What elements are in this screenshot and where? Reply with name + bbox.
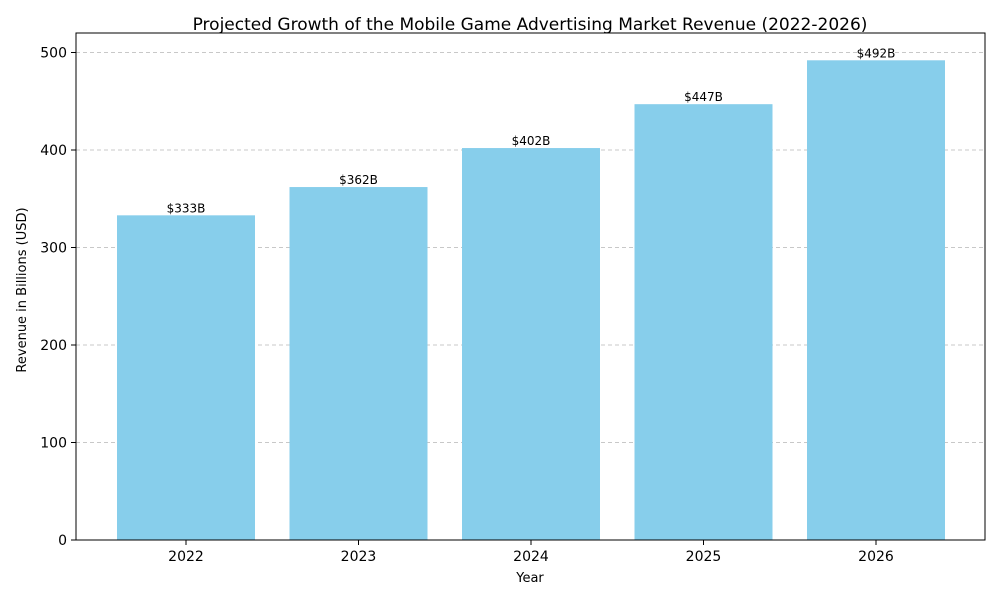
- y-tick-label: 400: [40, 143, 67, 159]
- bar-value-label: $333B: [167, 201, 206, 215]
- bar-value-labels: $333B $362B $402B $447B $492B: [167, 46, 896, 215]
- bars: [117, 60, 945, 541]
- x-axis-ticks: 2022 2023 2024 2025 2026: [168, 540, 894, 565]
- bar-2026: [807, 60, 945, 541]
- bar-value-label: $447B: [684, 90, 723, 104]
- bar-2025: [634, 104, 773, 541]
- bar-value-label: $362B: [339, 173, 378, 187]
- x-tick-label: 2026: [858, 549, 894, 565]
- y-tick-label: 300: [40, 241, 67, 257]
- y-tick-label: 100: [40, 436, 67, 452]
- x-tick-label: 2022: [168, 549, 204, 565]
- x-axis-label: Year: [515, 571, 544, 586]
- y-axis-label: Revenue in Billions (USD): [15, 207, 30, 372]
- bar-2023: [289, 187, 428, 541]
- y-axis-ticks: 0 100 200 300 400 500: [40, 46, 76, 549]
- chart-title: Projected Growth of the Mobile Game Adve…: [193, 15, 868, 35]
- y-tick-label: 200: [40, 338, 67, 354]
- bar-2024: [462, 148, 600, 541]
- bar-value-label: $402B: [512, 134, 551, 148]
- y-tick-label: 500: [40, 46, 67, 62]
- x-tick-label: 2024: [513, 549, 549, 565]
- bar-2022: [117, 215, 255, 540]
- x-tick-label: 2025: [686, 549, 722, 565]
- bar-value-label: $492B: [857, 46, 896, 60]
- x-tick-label: 2023: [341, 549, 377, 565]
- y-tick-label: 0: [58, 533, 67, 549]
